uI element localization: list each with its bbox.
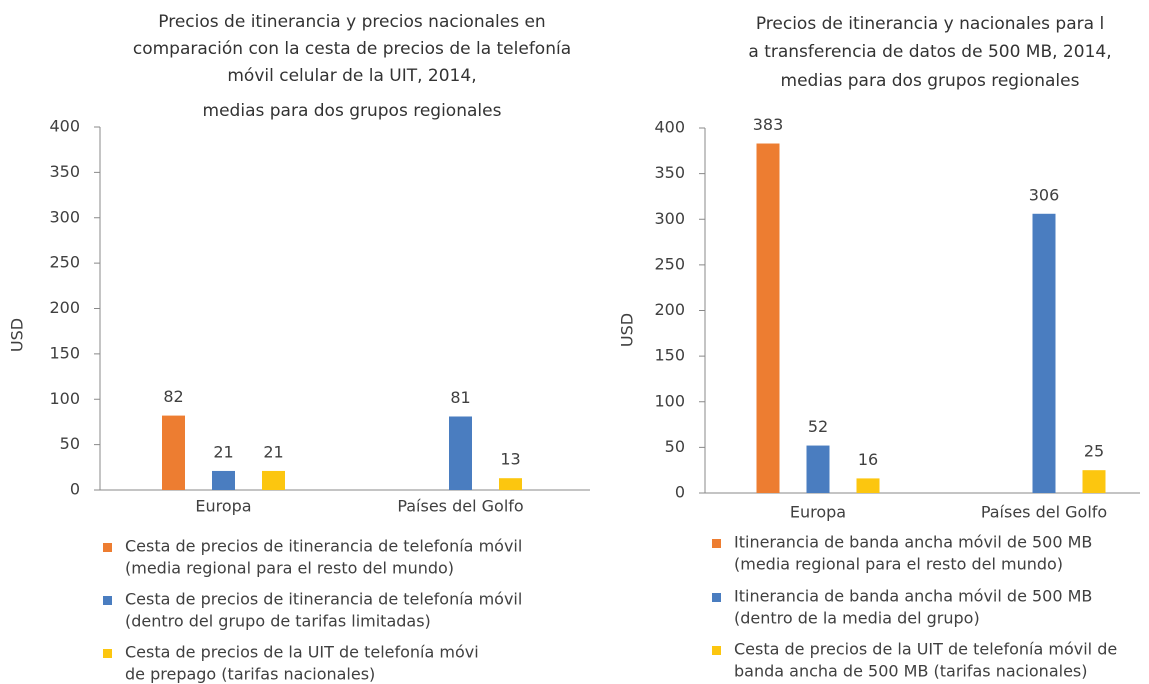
legend-label: (dentro del grupo de tarifas limitadas): [125, 612, 431, 631]
legend-swatch: [103, 596, 112, 605]
chart-title: medias para dos grupos regionales: [203, 101, 502, 121]
value-label: 82: [163, 387, 183, 406]
legend-label: (dentro de la media del grupo): [734, 609, 980, 628]
value-label: 21: [263, 442, 283, 461]
legend-swatch: [712, 646, 721, 655]
bar: [499, 478, 522, 490]
chart-title: Precios de itinerancia y precios naciona…: [158, 12, 545, 32]
bar: [212, 470, 235, 490]
bar: [1082, 470, 1106, 493]
chart-title: a transferencia de datos de 500 MB, 2014…: [748, 42, 1111, 62]
value-label: 21: [213, 442, 233, 461]
bar: [856, 478, 880, 493]
y-axis-label: USD: [8, 318, 27, 352]
bar: [1032, 213, 1056, 493]
value-label: 13: [500, 450, 520, 469]
legend-label: Cesta de precios de la UIT de telefonía …: [125, 643, 479, 662]
legend-swatch: [712, 593, 721, 602]
y-tick-label: 100: [654, 391, 685, 410]
legend-label: Itinerancia de banda ancha móvil de 500 …: [734, 533, 1092, 552]
x-tick-label: Países del Golfo: [981, 503, 1107, 522]
chart-title: medias para dos grupos regionales: [781, 71, 1080, 91]
legend-label: (media regional para el resto del mundo): [125, 559, 454, 578]
legend-label: (media regional para el resto del mundo): [734, 555, 1063, 574]
y-tick-label: 350: [654, 163, 685, 182]
y-tick-label: 150: [654, 346, 685, 365]
value-label: 383: [753, 115, 784, 134]
value-label: 306: [1029, 185, 1060, 204]
legend-label: de prepago (tarifas nacionales): [125, 665, 375, 684]
y-axis-label: USD: [618, 313, 637, 347]
chart-title: Precios de itinerancia y nacionales para…: [756, 14, 1104, 34]
legend-label: banda ancha de 500 MB (tarifas nacionale…: [734, 662, 1088, 681]
bar: [162, 415, 185, 490]
y-tick-label: 50: [60, 434, 80, 453]
value-label: 16: [858, 450, 878, 469]
value-label: 25: [1084, 442, 1104, 461]
bar: [262, 470, 285, 490]
legend-swatch: [103, 543, 112, 552]
bar: [806, 445, 830, 493]
y-tick-label: 50: [665, 437, 685, 456]
legend-label: Cesta de precios de itinerancia de telef…: [125, 537, 522, 556]
y-tick-label: 200: [49, 298, 80, 317]
x-tick-label: Europa: [195, 497, 251, 516]
bar: [756, 143, 780, 493]
value-label: 81: [450, 388, 470, 407]
y-tick-label: 250: [49, 253, 80, 272]
y-tick-label: 350: [49, 162, 80, 181]
y-tick-label: 0: [675, 483, 685, 502]
y-tick-label: 0: [70, 480, 80, 499]
x-tick-label: Europa: [790, 503, 846, 522]
y-tick-label: 400: [49, 117, 80, 136]
legend-label: Cesta de precios de la UIT de telefonía …: [734, 640, 1117, 659]
legend-swatch: [103, 649, 112, 658]
y-tick-label: 150: [49, 343, 80, 362]
legend-label: Cesta de precios de itinerancia de telef…: [125, 590, 522, 609]
legend-label: Itinerancia de banda ancha móvil de 500 …: [734, 587, 1092, 606]
y-tick-label: 400: [654, 118, 685, 137]
y-tick-label: 250: [654, 254, 685, 273]
y-tick-label: 300: [654, 209, 685, 228]
chart-title: comparación con la cesta de precios de l…: [133, 39, 571, 59]
bar: [449, 416, 472, 490]
chart-title: móvil celular de la UIT, 2014,: [227, 66, 476, 86]
y-tick-label: 200: [654, 300, 685, 319]
legend-swatch: [712, 539, 721, 548]
value-label: 52: [808, 417, 828, 436]
y-tick-label: 300: [49, 207, 80, 226]
y-tick-label: 100: [49, 389, 80, 408]
x-tick-label: Países del Golfo: [397, 497, 523, 516]
